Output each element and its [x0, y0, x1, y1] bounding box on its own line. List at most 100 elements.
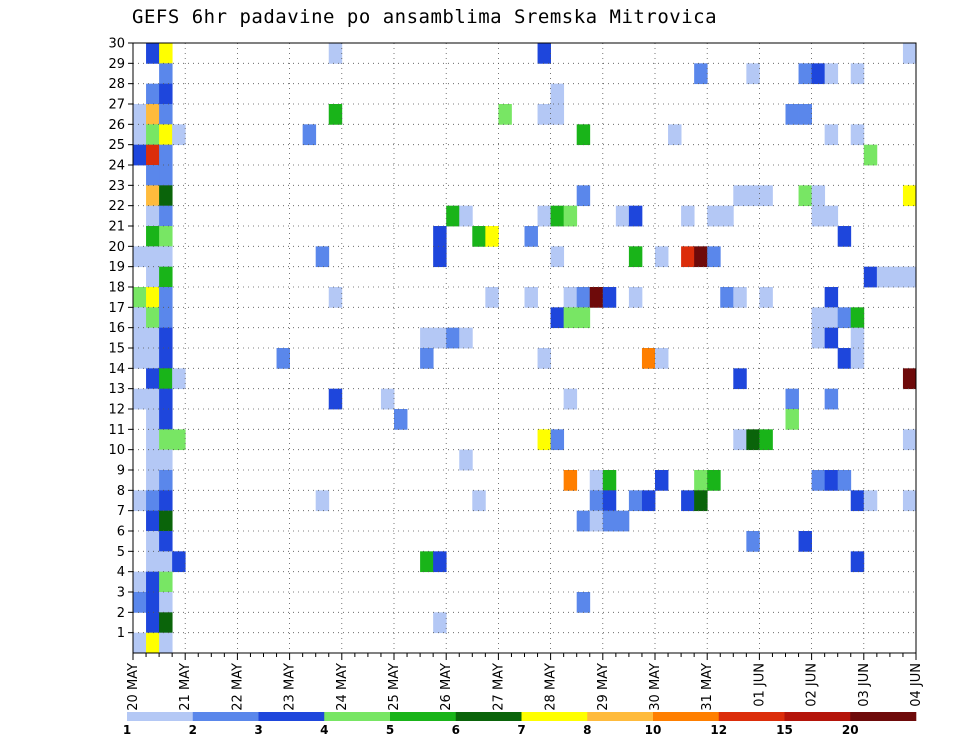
heatmap-cell — [537, 429, 551, 451]
heatmap-cell — [146, 266, 160, 288]
heatmap-cell — [498, 104, 512, 125]
heatmap-cell — [146, 429, 160, 451]
x-tick-label: 28 MAY — [544, 663, 559, 711]
heatmap-cell — [811, 327, 826, 349]
heatmap-cell — [472, 490, 486, 512]
heatmap-cell — [159, 165, 173, 186]
heatmap-cell — [146, 571, 160, 593]
heatmap-cell — [302, 124, 317, 146]
heatmap-cell — [628, 490, 643, 512]
heatmap-cell — [146, 83, 160, 105]
x-tick-label: 23 MAY — [283, 663, 298, 711]
heatmap-cell — [759, 185, 773, 207]
y-tick-label: 23 — [108, 179, 125, 194]
legend-label: 8 — [583, 723, 591, 737]
heatmap-cell — [602, 470, 617, 491]
heatmap-cell — [889, 266, 904, 288]
heatmap-cell — [159, 388, 173, 410]
heatmap-cell — [759, 287, 773, 308]
heatmap-cell — [446, 205, 460, 227]
heatmap-cell — [537, 348, 551, 369]
y-tick-label: 9 — [117, 464, 125, 479]
heatmap-cell — [655, 348, 669, 369]
legend-label: 20 — [842, 723, 859, 737]
x-tick-label: 25 MAY — [387, 663, 402, 711]
heatmap-cell — [811, 185, 826, 207]
legend-swatch — [324, 712, 391, 721]
y-tick-label: 1 — [117, 626, 125, 641]
heatmap-cell — [798, 63, 812, 85]
heatmap-cell — [811, 470, 826, 491]
legend-label: 3 — [254, 723, 262, 737]
heatmap-cell — [681, 246, 695, 268]
y-tick-label: 28 — [108, 77, 125, 92]
y-tick-label: 7 — [117, 504, 125, 519]
legend-label: 1 — [123, 723, 131, 737]
y-tick-label: 24 — [108, 159, 125, 174]
y-tick-label: 4 — [117, 565, 125, 580]
heatmap-cell — [850, 490, 865, 512]
heatmap-cell — [328, 104, 343, 125]
x-tick-label: 20 MAY — [126, 663, 141, 711]
heatmap-cell — [146, 104, 160, 125]
heatmap-cell — [720, 287, 734, 308]
heatmap-cell — [133, 327, 147, 349]
heatmap-cell — [159, 327, 173, 349]
legend-swatch — [127, 712, 194, 721]
heatmap-cell — [472, 226, 486, 247]
y-tick-label: 16 — [108, 321, 125, 336]
heatmap-cell — [824, 327, 839, 349]
heatmap-cell — [146, 449, 160, 471]
heatmap-cell — [172, 429, 186, 451]
heatmap-cell — [576, 510, 591, 532]
heatmap-cell — [159, 348, 173, 369]
heatmap-cell — [146, 246, 160, 268]
heatmap-cell — [146, 510, 160, 532]
heatmap-cell — [837, 470, 852, 491]
heatmap-cell — [159, 266, 173, 288]
heatmap-cell — [902, 185, 917, 207]
heatmap-cell — [824, 205, 839, 227]
heatmap-cell — [863, 144, 878, 166]
heatmap-cell — [133, 490, 147, 512]
heatmap-cell — [146, 165, 160, 186]
heatmap-cell — [146, 327, 160, 349]
x-tick-label: 01 JUN — [752, 663, 767, 707]
heatmap-cell — [159, 83, 173, 105]
heatmap-cell — [876, 266, 891, 288]
heatmap-cell — [146, 226, 160, 247]
legend-label: 7 — [517, 723, 525, 737]
heatmap-cell — [550, 104, 565, 125]
heatmap-cell — [824, 287, 839, 308]
heatmap-cell — [824, 307, 839, 329]
y-tick-label: 20 — [108, 240, 125, 255]
legend-label: 15 — [776, 723, 793, 737]
y-tick-label: 5 — [117, 545, 125, 560]
heatmap-cell — [837, 348, 852, 369]
heatmap-cell — [798, 531, 812, 552]
y-tick-label: 30 — [108, 37, 125, 52]
heatmap-cell — [315, 246, 330, 268]
heatmap-cell — [328, 43, 343, 64]
heatmap-cell — [563, 307, 578, 329]
heatmap-cell — [172, 551, 186, 573]
y-tick-label: 21 — [108, 220, 125, 235]
x-tick-label: 30 MAY — [648, 663, 663, 711]
heatmap-cell — [433, 612, 447, 634]
heatmap-cell — [902, 429, 917, 451]
heatmap-cell — [576, 287, 591, 308]
heatmap-cell — [159, 449, 173, 471]
heatmap-cell — [146, 185, 160, 207]
heatmap-cell — [655, 470, 669, 491]
heatmap-cell — [146, 388, 160, 410]
heatmap-cell — [837, 226, 852, 247]
heatmap-cell — [537, 43, 551, 64]
x-axis: 20 MAY 21 MAY 22 MAY 23 MAY 24 MAY 25 MAY 26 M… — [126, 653, 924, 711]
heatmap-cell — [159, 104, 173, 125]
heatmap-cell — [159, 531, 173, 552]
legend-swatch — [258, 712, 325, 721]
heatmap-cell — [589, 470, 604, 491]
heatmap-cell — [159, 144, 173, 166]
heatmap-cell — [863, 266, 878, 288]
heatmap-cell — [433, 551, 447, 573]
